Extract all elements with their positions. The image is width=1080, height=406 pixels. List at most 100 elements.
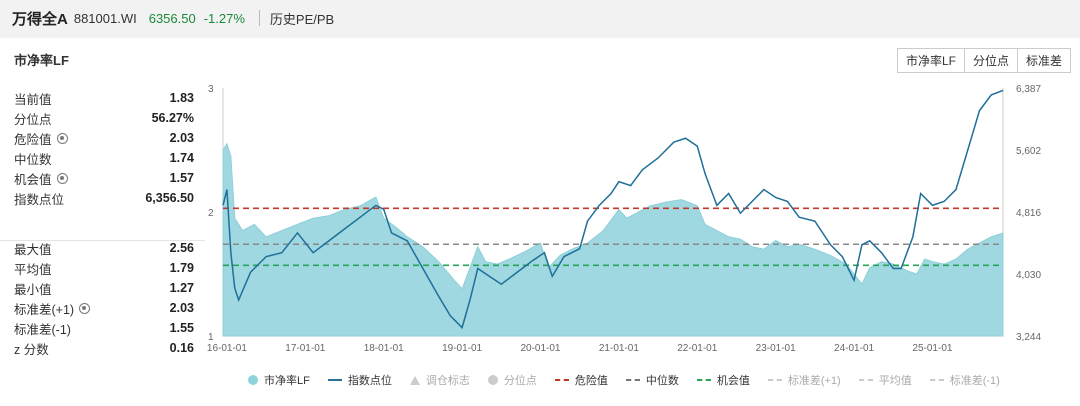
chart-legend: 市净率LF 指数点位 调仓标志 分位点 危险值 中位数 机会值 标准差(+1) 平均值 标准差(-… [248, 372, 1018, 388]
panel-title: 市净率LF [14, 53, 69, 68]
stat-label: 最大值 [14, 239, 52, 258]
stat-row: 最大值 2.56 [14, 238, 194, 258]
legend-dash-icon [625, 379, 640, 381]
legend-item[interactable]: 机会值 [696, 372, 750, 388]
stats-divider [0, 240, 205, 241]
stat-value: 1.55 [169, 321, 194, 335]
legend-dash-icon [554, 379, 569, 381]
tab-percentile[interactable]: 分位点 [963, 49, 1017, 72]
gear-icon[interactable] [79, 302, 91, 314]
x-tick-label: 24-01-01 [834, 343, 874, 354]
title-bar: 万得全A 881001.WI 6356.50 -1.27% 历史PE/PB [0, 0, 1080, 36]
y-left-tick-label: 1 [208, 332, 214, 343]
stat-label: 中位数 [14, 149, 52, 168]
legend-label: 市净率LF [264, 375, 310, 387]
legend-item[interactable]: 市净率LF [248, 372, 310, 388]
stat-label-text: 分位点 [14, 112, 52, 127]
legend-line-icon [327, 379, 342, 381]
gear-icon[interactable] [56, 172, 68, 184]
y-right-tick-label: 4,816 [1016, 208, 1041, 219]
legend-dash-icon [696, 379, 711, 381]
tab-std-dev[interactable]: 标准差 [1016, 49, 1070, 72]
legend-item[interactable]: 平均值 [858, 372, 912, 388]
stat-value: 0.16 [169, 341, 194, 355]
stat-label: 机会值 [14, 169, 68, 188]
legend-label: 机会值 [716, 375, 750, 387]
stat-label: 标准差(+1) [14, 299, 91, 318]
legend-label: 平均值 [878, 375, 912, 387]
valuation-panel: 市净率LF 市净率LF 分位点 标准差 当前值 1.83 分位点 56.27% 危险值 2… [0, 38, 1080, 406]
stat-label: 当前值 [14, 89, 52, 108]
index-price: 6356.50 [148, 10, 196, 26]
legend-item[interactable]: 标准差(+1) [767, 372, 841, 388]
stat-label-text: z 分数 [14, 342, 49, 357]
x-tick-label: 25-01-01 [912, 343, 952, 354]
legend-dot-icon [487, 375, 498, 385]
x-tick-label: 19-01-01 [442, 343, 482, 354]
stat-value: 2.03 [169, 131, 194, 145]
x-tick-label: 22-01-01 [677, 343, 717, 354]
stat-row: 危险值 2.03 [14, 128, 194, 148]
legend-label: 危险值 [574, 375, 608, 387]
y-right-tick-label: 4,030 [1016, 270, 1041, 281]
stat-label: z 分数 [14, 339, 49, 358]
stat-row: 标准差(+1) 2.03 [14, 298, 194, 318]
legend-item[interactable]: 危险值 [554, 372, 608, 388]
stat-label-text: 最小值 [14, 282, 52, 297]
stat-label-text: 当前值 [14, 92, 52, 107]
stat-label: 分位点 [14, 109, 52, 128]
header-divider [258, 10, 260, 26]
legend-dot-icon [248, 375, 258, 385]
pb-area-series [222, 142, 1004, 337]
x-tick-label: 16-01-01 [207, 343, 247, 354]
view-tabs: 市净率LF 分位点 标准差 [896, 48, 1071, 73]
stats-summary: 最大值 2.56 平均值 1.79 最小值 1.27 标准差(+1) 2.03 标准差(-1) 1… [14, 238, 194, 358]
legend-label: 标准差(+1) [787, 375, 841, 387]
y-left-tick-label: 2 [208, 208, 214, 219]
index-line-series [222, 89, 1004, 330]
index-name: 万得全A [12, 10, 68, 28]
stat-row: 标准差(-1) 1.55 [14, 318, 194, 338]
stat-row: 指数点位 6,356.50 [14, 188, 194, 208]
stat-value: 6,356.50 [145, 191, 194, 205]
stat-row: 最小值 1.27 [14, 278, 194, 298]
stat-label-text: 指数点位 [14, 192, 65, 207]
tab-pb-lf[interactable]: 市净率LF [897, 49, 964, 72]
x-tick-label: 17-01-01 [285, 343, 325, 354]
legend-dash-icon [858, 379, 873, 381]
stat-value: 56.27% [151, 111, 194, 125]
stat-row: 机会值 1.57 [14, 168, 194, 188]
x-tick-label: 18-01-01 [364, 343, 404, 354]
stat-row: 分位点 56.27% [14, 108, 194, 128]
stat-value: 2.03 [169, 301, 194, 315]
stat-row: 中位数 1.74 [14, 148, 194, 168]
legend-item[interactable]: 指数点位 [327, 372, 392, 388]
y-right-tick-label: 3,244 [1016, 332, 1041, 343]
legend-item[interactable]: 调仓标志 [409, 372, 470, 388]
legend-item[interactable]: 标准差(-1) [929, 372, 1000, 388]
legend-item[interactable]: 中位数 [625, 372, 679, 388]
stat-row: 平均值 1.79 [14, 258, 194, 278]
legend-triangle-icon [409, 375, 420, 385]
y-right-tick-label: 6,387 [1016, 84, 1041, 95]
stat-label-text: 机会值 [14, 172, 52, 187]
stat-label: 标准差(-1) [14, 319, 71, 338]
stats-current: 当前值 1.83 分位点 56.27% 危险值 2.03 中位数 1.74 机会值 1.57 指数点… [14, 88, 194, 208]
legend-dash-icon [929, 379, 944, 381]
stat-value: 2.56 [169, 241, 194, 255]
y-right-tick-label: 5,602 [1016, 146, 1041, 157]
stat-label-text: 标准差(+1) [14, 302, 75, 317]
stat-row: 当前值 1.83 [14, 88, 194, 108]
index-code: 881001.WI [73, 10, 137, 26]
history-pe-pb-link[interactable]: 历史PE/PB [269, 11, 335, 27]
x-tick-label: 23-01-01 [756, 343, 796, 354]
gear-icon[interactable] [56, 132, 68, 144]
legend-label: 标准差(-1) [949, 375, 1000, 387]
stat-value: 1.79 [169, 261, 194, 275]
legend-label: 中位数 [645, 375, 679, 387]
stat-label: 最小值 [14, 279, 52, 298]
stat-label: 平均值 [14, 259, 52, 278]
legend-label: 分位点 [503, 375, 537, 387]
legend-item[interactable]: 分位点 [487, 372, 537, 388]
stat-label-text: 中位数 [14, 152, 52, 167]
